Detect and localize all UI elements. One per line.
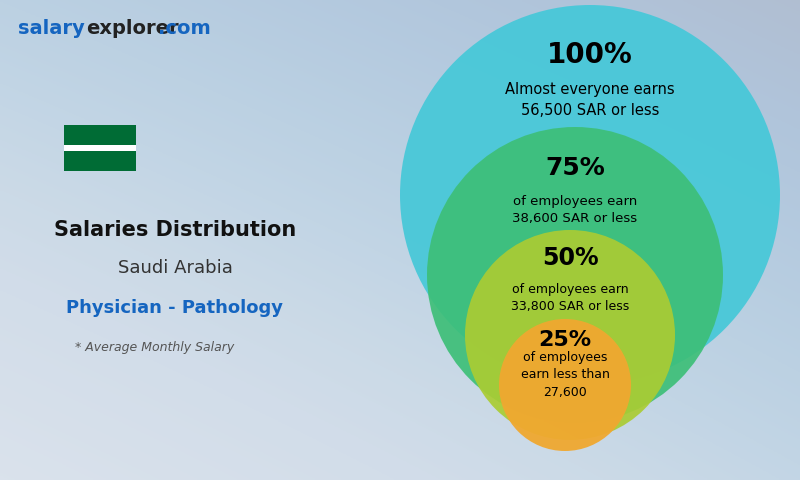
Circle shape	[427, 127, 723, 423]
Text: .com: .com	[158, 19, 210, 37]
Text: salary: salary	[18, 19, 85, 37]
Text: Salaries Distribution: Salaries Distribution	[54, 220, 296, 240]
Circle shape	[400, 5, 780, 385]
Circle shape	[465, 230, 675, 440]
Text: * Average Monthly Salary: * Average Monthly Salary	[75, 341, 234, 355]
Text: Physician - Pathology: Physician - Pathology	[66, 299, 283, 317]
FancyBboxPatch shape	[64, 145, 136, 151]
Text: 50%: 50%	[542, 246, 598, 270]
Text: of employees earn
38,600 SAR or less: of employees earn 38,600 SAR or less	[513, 195, 638, 225]
Circle shape	[499, 319, 631, 451]
Text: 25%: 25%	[538, 330, 591, 350]
Text: 75%: 75%	[545, 156, 605, 180]
Text: 100%: 100%	[547, 41, 633, 69]
FancyBboxPatch shape	[64, 125, 136, 171]
Text: explorer: explorer	[86, 19, 178, 37]
Text: of employees
earn less than
27,600: of employees earn less than 27,600	[521, 351, 610, 399]
Text: Saudi Arabia: Saudi Arabia	[118, 259, 233, 277]
Text: of employees earn
33,800 SAR or less: of employees earn 33,800 SAR or less	[511, 283, 629, 313]
Text: Almost everyone earns
56,500 SAR or less: Almost everyone earns 56,500 SAR or less	[505, 82, 675, 118]
